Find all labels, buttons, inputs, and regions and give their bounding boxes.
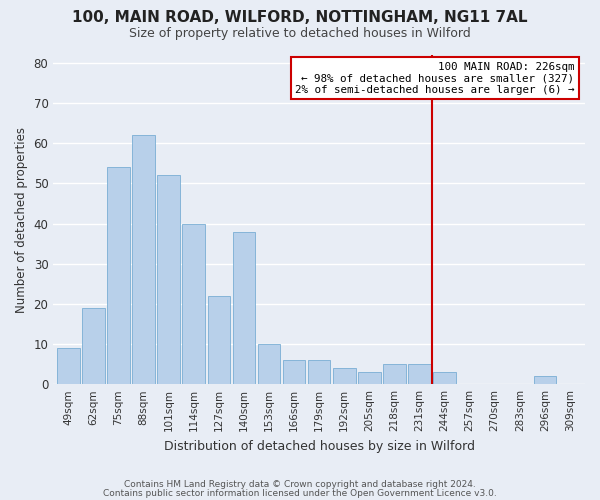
Bar bbox=[283, 360, 305, 384]
Bar bbox=[383, 364, 406, 384]
Bar bbox=[433, 372, 456, 384]
Bar bbox=[533, 376, 556, 384]
Bar bbox=[107, 168, 130, 384]
Bar bbox=[257, 344, 280, 384]
Y-axis label: Number of detached properties: Number of detached properties bbox=[15, 126, 28, 312]
Bar bbox=[157, 176, 180, 384]
Bar bbox=[82, 308, 105, 384]
Bar bbox=[358, 372, 380, 384]
Bar bbox=[308, 360, 331, 384]
Bar bbox=[132, 136, 155, 384]
Bar bbox=[182, 224, 205, 384]
Text: Contains public sector information licensed under the Open Government Licence v3: Contains public sector information licen… bbox=[103, 488, 497, 498]
Text: 100, MAIN ROAD, WILFORD, NOTTINGHAM, NG11 7AL: 100, MAIN ROAD, WILFORD, NOTTINGHAM, NG1… bbox=[72, 10, 528, 25]
Text: 100 MAIN ROAD: 226sqm
← 98% of detached houses are smaller (327)
2% of semi-deta: 100 MAIN ROAD: 226sqm ← 98% of detached … bbox=[295, 62, 574, 95]
Bar bbox=[333, 368, 356, 384]
Text: Contains HM Land Registry data © Crown copyright and database right 2024.: Contains HM Land Registry data © Crown c… bbox=[124, 480, 476, 489]
Bar bbox=[57, 348, 80, 384]
Bar bbox=[408, 364, 431, 384]
X-axis label: Distribution of detached houses by size in Wilford: Distribution of detached houses by size … bbox=[164, 440, 475, 452]
Bar bbox=[233, 232, 255, 384]
Text: Size of property relative to detached houses in Wilford: Size of property relative to detached ho… bbox=[129, 28, 471, 40]
Bar bbox=[208, 296, 230, 384]
